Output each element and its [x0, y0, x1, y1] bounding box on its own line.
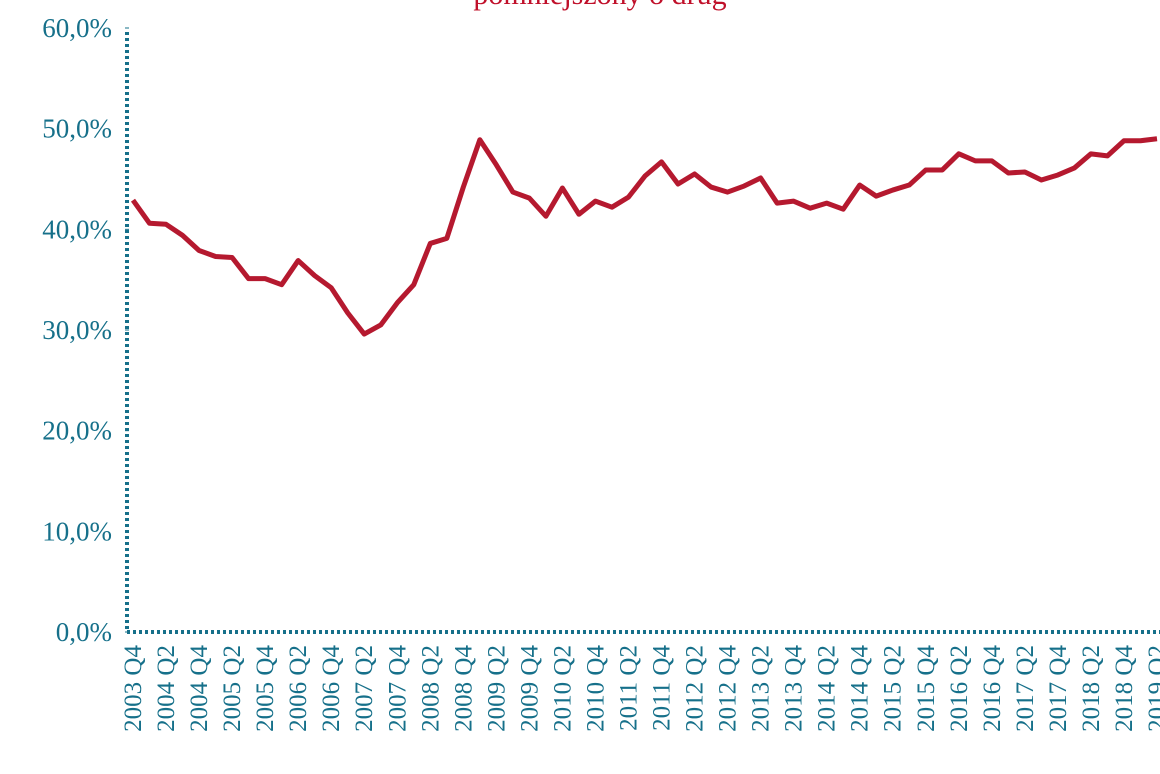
x-tick-label: 2015 Q2 [880, 645, 907, 732]
y-tick-label: 30,0% [42, 315, 112, 345]
x-tick-label: 2018 Q4 [1111, 645, 1138, 732]
y-tick-label: 40,0% [42, 214, 112, 244]
chart-title: pomniejszony o drug [473, 0, 726, 11]
x-tick-label: 2014 Q4 [847, 645, 874, 732]
x-tick-label: 2015 Q4 [913, 645, 940, 732]
x-tick-label: 2004 Q4 [186, 645, 213, 732]
x-tick-label: 2008 Q4 [450, 645, 477, 732]
y-tick-label: 10,0% [42, 516, 112, 546]
x-tick-label: 2006 Q2 [285, 645, 312, 732]
x-tick-label: 2009 Q4 [516, 645, 543, 732]
x-tick-label: 2017 Q4 [1045, 645, 1072, 732]
x-tick-label: 2006 Q4 [318, 645, 345, 732]
y-tick-label: 0,0% [56, 617, 112, 647]
x-tick-label: 2013 Q2 [748, 645, 775, 732]
x-tick-label: 2008 Q2 [417, 645, 444, 732]
x-tick-label: 2018 Q2 [1078, 645, 1105, 732]
y-tick-label: 60,0% [42, 13, 112, 43]
x-tick-label: 2013 Q4 [781, 645, 808, 732]
x-tick-label: 2010 Q2 [549, 645, 576, 732]
x-tick-label: 2019 Q2 [1144, 645, 1160, 732]
x-tick-label: 2005 Q4 [252, 645, 279, 732]
y-tick-label: 50,0% [42, 114, 112, 144]
x-tick-label: 2016 Q4 [979, 645, 1006, 732]
x-tick-label: 2004 Q2 [153, 645, 180, 732]
x-tick-label: 2011 Q2 [615, 645, 642, 731]
data-line [130, 136, 1158, 337]
x-tick-label: 2007 Q2 [351, 645, 378, 732]
x-tick-label: 2017 Q2 [1012, 645, 1039, 732]
x-tick-label: 2005 Q2 [219, 645, 246, 732]
x-tick-label: 2012 Q4 [715, 645, 742, 732]
x-tick-label: 2009 Q2 [483, 645, 510, 732]
y-tick-label: 20,0% [42, 416, 112, 446]
x-tick-label: 2003 Q4 [120, 645, 147, 732]
x-tick-label: 2016 Q2 [946, 645, 973, 732]
x-tick-label: 2014 Q2 [814, 645, 841, 732]
x-tick-label: 2011 Q4 [649, 645, 676, 731]
x-tick-label: 2010 Q4 [582, 645, 609, 732]
x-tick-label: 2007 Q4 [384, 645, 411, 732]
x-tick-label: 2012 Q2 [682, 645, 709, 732]
